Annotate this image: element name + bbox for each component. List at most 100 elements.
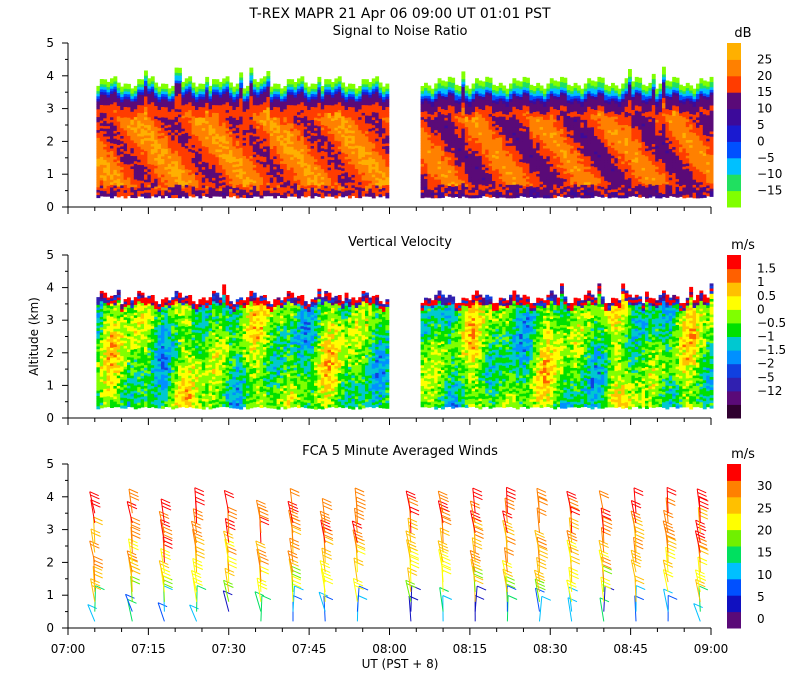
heatmap-cell [485, 102, 490, 106]
heatmap-cell [320, 119, 325, 123]
heatmap-cell [133, 158, 138, 162]
heatmap-cell [468, 119, 473, 123]
heatmap-cell [259, 161, 264, 165]
heatmap-cell [140, 131, 145, 135]
heatmap-cell [478, 103, 483, 107]
heatmap-cell [191, 163, 196, 167]
heatmap-cell [222, 187, 227, 191]
heatmap-cell [218, 139, 223, 143]
heatmap-cell [140, 154, 145, 158]
heatmap-cell [293, 160, 298, 163]
heatmap-cell [276, 125, 281, 129]
heatmap-cell [502, 155, 507, 159]
heatmap-cell [212, 102, 216, 106]
heatmap-cell [348, 156, 352, 160]
heatmap-cell [485, 128, 490, 132]
heatmap-cell [218, 133, 223, 137]
heatmap-cell [420, 151, 425, 154]
heatmap-cell [320, 88, 325, 92]
heatmap-cell [488, 153, 493, 157]
heatmap-cell [420, 145, 425, 149]
heatmap-cell [263, 123, 267, 127]
heatmap-cell [424, 101, 428, 104]
heatmap-cell [198, 185, 203, 188]
heatmap-cell [110, 109, 114, 113]
heatmap-cell [378, 173, 383, 177]
heatmap-cell [385, 83, 390, 87]
heatmap-cell [235, 166, 240, 170]
heatmap-cell [269, 146, 274, 150]
heatmap-cell [314, 187, 318, 191]
heatmap-cell [150, 143, 155, 147]
heatmap-cell [103, 79, 108, 83]
heatmap-cell [174, 70, 179, 74]
heatmap-cell [174, 78, 179, 81]
heatmap-cell [191, 171, 196, 174]
heatmap-cell [123, 161, 128, 165]
heatmap-cell [205, 136, 210, 140]
heatmap-cell [488, 88, 493, 92]
heatmap-cell [368, 183, 373, 187]
heatmap-cell [273, 138, 278, 142]
heatmap-cell [481, 130, 486, 134]
heatmap-cell [368, 131, 373, 135]
heatmap-cell [307, 159, 312, 163]
heatmap-cell [157, 120, 162, 124]
heatmap-cell [344, 99, 349, 103]
heatmap-cell [103, 107, 108, 111]
heatmap-cell [249, 85, 254, 89]
heatmap-cell [195, 94, 199, 98]
heatmap-cell [458, 148, 462, 152]
heatmap-cell [127, 138, 131, 142]
heatmap-cell [485, 183, 490, 187]
heatmap-cell [171, 150, 176, 154]
heatmap-cell [283, 117, 288, 121]
heatmap-cell [334, 156, 339, 160]
heatmap-cell [280, 143, 284, 146]
heatmap-cell [113, 146, 118, 150]
heatmap-cell [263, 107, 267, 111]
heatmap-cell [488, 184, 493, 188]
heatmap-cell [297, 185, 301, 188]
heatmap-cell [110, 140, 114, 144]
heatmap-cell [444, 123, 449, 126]
heatmap-cell [154, 155, 159, 159]
heatmap-cell [178, 101, 182, 105]
heatmap-cell [444, 164, 449, 168]
heatmap-cell [198, 148, 203, 152]
heatmap-cell [99, 146, 104, 150]
heatmap-cell [481, 193, 486, 197]
heatmap-cell [164, 182, 169, 186]
heatmap-cell [424, 116, 428, 120]
heatmap-cell [505, 177, 510, 181]
heatmap-cell [317, 183, 322, 187]
heatmap-cell [475, 169, 479, 173]
heatmap-cell [232, 107, 237, 111]
heatmap-cell [171, 122, 176, 126]
heatmap-cell [458, 192, 462, 196]
heatmap-cell [246, 114, 250, 118]
heatmap-cell [157, 146, 162, 150]
heatmap-cell [140, 107, 145, 111]
heatmap-cell [96, 98, 101, 102]
heatmap-cell [269, 180, 274, 184]
heatmap-cell [99, 167, 104, 171]
heatmap-cell [249, 111, 254, 115]
heatmap-cell [110, 182, 114, 186]
heatmap-cell [130, 163, 135, 167]
heatmap-cell [286, 141, 291, 145]
heatmap-cell [110, 156, 114, 160]
heatmap-cell [437, 86, 442, 89]
heatmap-cell [215, 154, 220, 158]
heatmap-cell [201, 174, 206, 178]
heatmap-cell [280, 91, 284, 94]
heatmap-cell [283, 148, 288, 152]
heatmap-cell [161, 117, 165, 121]
heatmap-cell [375, 169, 380, 173]
heatmap-cell [215, 175, 220, 179]
heatmap-cell [150, 99, 155, 103]
heatmap-cell [144, 117, 148, 121]
heatmap-cell [441, 80, 445, 84]
heatmap-cell [303, 134, 308, 138]
heatmap-cell [201, 169, 206, 173]
